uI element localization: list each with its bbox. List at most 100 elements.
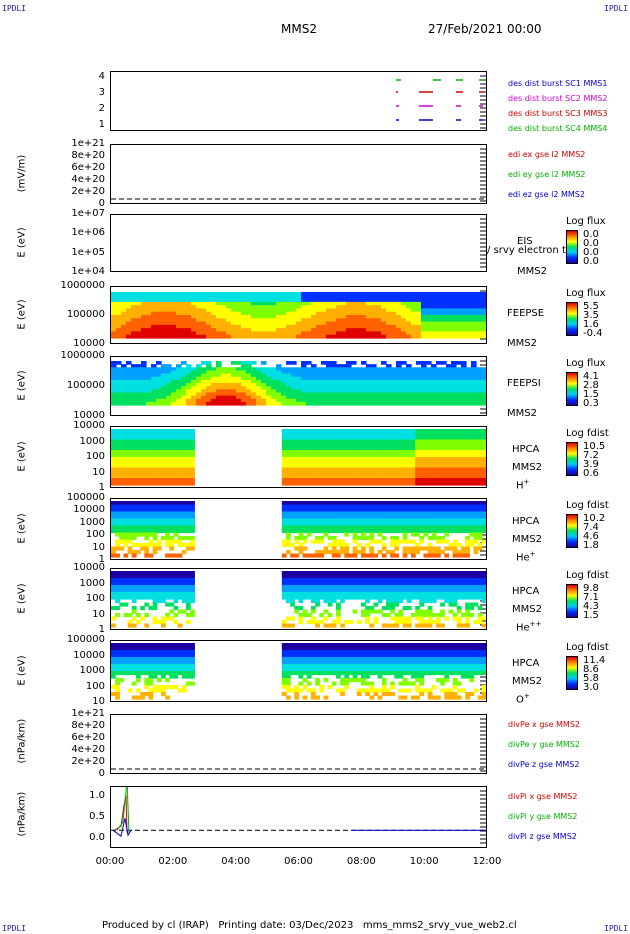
heatmap-cell [411,315,417,319]
heatmap-cell [386,443,391,448]
heatmap-cell [286,334,292,339]
heatmap-cell [140,585,145,590]
heatmap-cell [165,602,170,607]
heatmap-cell [165,429,170,434]
heatmap-cell [306,392,312,397]
heatmap-cell [326,331,332,336]
heatmap-cell [381,546,387,551]
heatmap-cell [323,609,329,614]
heatmap-cell [111,550,116,555]
heatmap-cell [398,453,404,458]
heatmap-cell [131,518,137,523]
heatmap-cell [169,471,175,476]
heatmap-cell [111,305,117,310]
heatmap-cell [351,315,357,319]
heatmap-cell [441,331,447,336]
heatmap-cell [136,436,141,441]
heatmap-cell [286,529,291,534]
heatmap-cell [465,578,470,583]
heatmap-cell [136,432,141,437]
heatmap-cell [141,292,147,296]
heatmap-cell [431,429,437,434]
heatmap-cell [266,292,272,296]
heatmap-cell [123,464,129,469]
heatmap-cell [261,324,267,329]
heatmap-cell [336,331,342,336]
heatmap-cell [311,334,317,339]
heatmap-cell [294,546,300,551]
heatmap-cell [406,395,412,400]
heatmap-cell [290,443,295,448]
heatmap-cell [246,383,252,387]
heatmap-cell [421,311,427,316]
corner-tag-br: IPDLI [604,924,629,933]
heatmap-cell [402,446,408,451]
heatmap-cell [148,574,154,579]
heatmap-cell [448,446,454,451]
heatmap-cell [266,305,272,310]
heatmap-cell [306,436,312,441]
heatmap-cell [298,546,304,551]
heatmap-cell [341,383,347,387]
heatmap-cell [161,460,166,465]
heatmap-cell [156,588,162,593]
heatmap-cell [348,592,354,597]
heatmap-cell [423,553,429,558]
heatmap-cell [131,532,137,537]
heatmap-cell [327,613,333,618]
heatmap-cell [390,553,395,558]
heatmap-cell [306,532,312,537]
heatmap-cell [115,432,120,437]
heatmap-cell [465,501,470,506]
heatmap-cell [148,432,154,437]
heatmap-cell [348,467,354,472]
heatmap-cell [365,443,370,448]
heatmap-cell [436,328,442,333]
heatmap-cell [336,392,342,397]
heatmap-cell [436,550,441,555]
heatmap-cell [298,599,304,604]
heatmap-cell [431,395,437,400]
heatmap-cell [136,324,142,329]
heatmap-cell [241,392,247,397]
heatmap-cell [348,529,354,534]
heatmap-cell [352,578,358,583]
heatmap-cell [341,386,347,390]
heatmap-cell [451,373,457,378]
heatmap-cell [448,460,454,465]
heatmap-cell [331,443,337,448]
heatmap-cell [346,364,352,368]
heatmap-cell [266,311,272,316]
heatmap-cell [340,588,345,593]
colorbar-value: 2.8 [583,380,599,391]
heatmap-cell [140,453,145,458]
heatmap-cell [426,311,432,316]
heatmap-cell [123,508,129,513]
heatmap-cell [406,518,412,523]
heatmap-cell [448,511,454,516]
heatmap-cell [131,471,137,476]
heatmap-cell [191,308,197,313]
heatmap-cell [431,522,437,527]
heatmap-cell [211,301,217,306]
heatmap-cell [361,298,367,303]
heatmap-cell [402,592,408,597]
heatmap-cell [427,460,433,465]
heatmap-cell [152,450,158,455]
heatmap-cell [286,389,292,394]
heatmap-cell [340,450,345,455]
heatmap-cell [436,595,441,600]
heatmap-cell [186,376,192,381]
heatmap-cell [111,623,116,628]
heatmap-cell [386,436,391,441]
heatmap-cell [369,592,375,597]
heatmap-cell [381,585,387,590]
heatmap-cell [316,392,322,397]
heatmap-cell [146,331,152,336]
heatmap-cell [256,334,262,339]
heatmap-cell [351,295,357,300]
heatmap-cell [291,370,297,375]
heatmap-cell [473,474,479,479]
heatmap-cell [341,315,347,319]
heatmap-cell [196,315,202,319]
